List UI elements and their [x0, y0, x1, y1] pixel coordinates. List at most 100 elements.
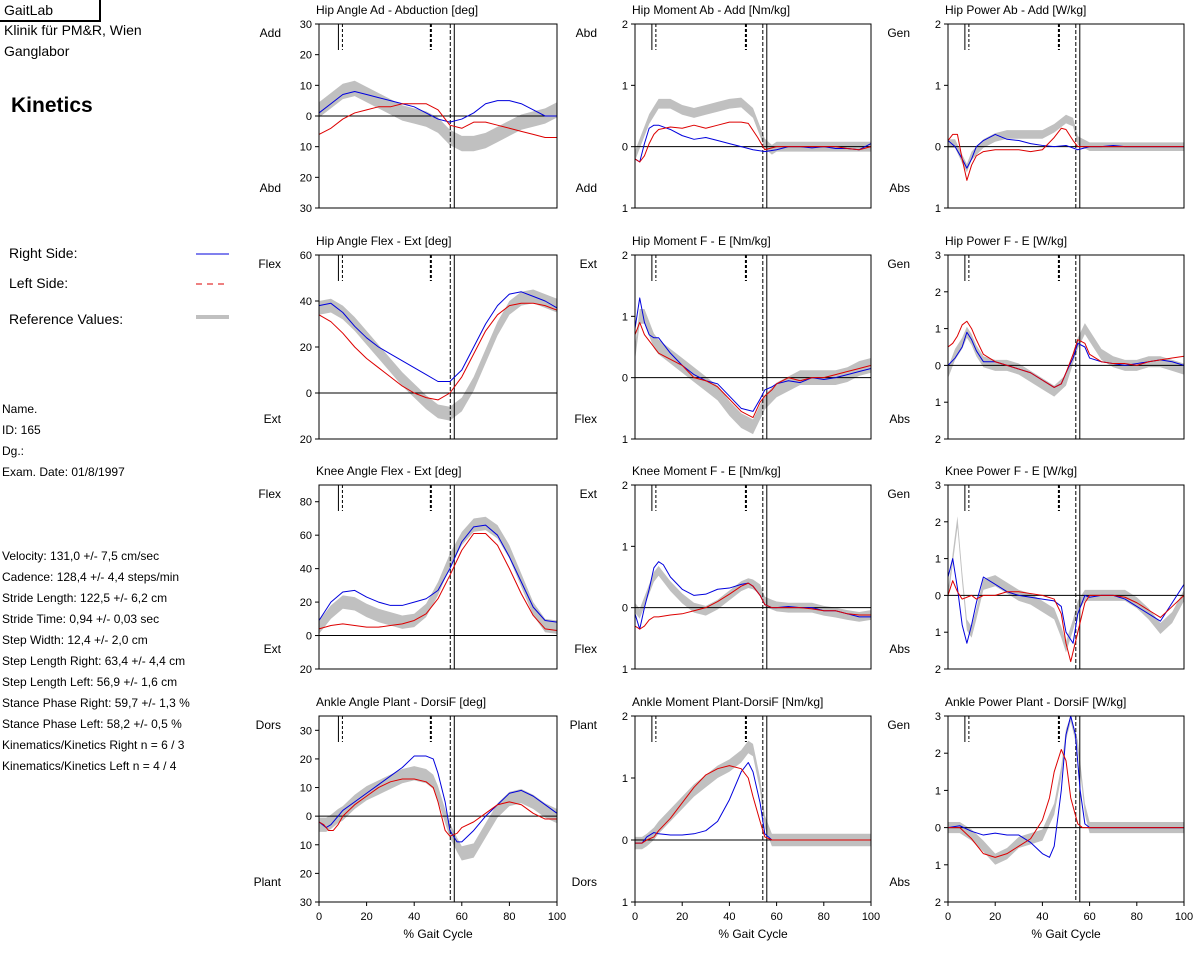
y-tick-label: 1 — [622, 80, 628, 92]
left-side-line — [634, 121, 872, 163]
chart-bottom-label: Plant — [254, 875, 282, 889]
chart-bottom-label: Flex — [574, 412, 597, 426]
y-tick-label: 2 — [622, 480, 628, 492]
y-tick-label: 30 — [300, 897, 312, 909]
x-tick-label: 60 — [456, 911, 468, 923]
chart-bottom-label: Abs — [889, 875, 910, 889]
y-tick-label: 3 — [935, 250, 941, 262]
y-tick-label: 1 — [935, 860, 941, 872]
lab-name-divider — [99, 0, 101, 22]
y-tick-label: 0 — [935, 590, 941, 602]
x-tick-label: 0 — [945, 911, 951, 923]
y-tick-label: 30 — [300, 725, 312, 737]
y-tick-label: 2 — [935, 434, 941, 446]
reference-band — [948, 323, 1184, 397]
left-side-line — [634, 582, 871, 630]
y-tick-label: 0 — [622, 373, 628, 385]
y-tick-label: 1 — [935, 627, 941, 639]
left-side-line — [948, 748, 1184, 858]
y-tick-label: 1 — [935, 785, 941, 797]
chart-11: Ankle Power Plant - DorsiF [W/kg] Gen Abs 3… — [887, 695, 1193, 941]
left-side-line — [634, 321, 872, 419]
plot-frame — [947, 23, 1185, 209]
left-side-line — [318, 778, 557, 837]
department-name: Ganglabor — [4, 43, 70, 59]
chart-bottom-label: Abs — [889, 642, 910, 656]
reference-band — [635, 97, 871, 161]
chart-7: Knee Moment F - E [Nm/kg] Ext Flex 2 1 0 1 — [574, 464, 872, 676]
y-tick-label: 60 — [300, 250, 312, 262]
x-axis-label: % Gait Cycle — [718, 927, 788, 941]
plot-frame — [318, 484, 558, 670]
chart-top-label: Dors — [256, 718, 281, 732]
lab-name-underline — [0, 20, 101, 22]
right-side-line — [318, 755, 558, 843]
left-side-line — [318, 533, 558, 632]
right-side-line — [635, 762, 871, 844]
y-tick-label: 3 — [935, 711, 941, 723]
x-tick-label: 60 — [1083, 911, 1095, 923]
chart-9: Ankle Angle Plant - DorsiF [deg] Dors Plan… — [254, 695, 567, 941]
report-title: Kinetics — [11, 94, 93, 117]
y-tick-label: 1 — [622, 773, 628, 785]
reference-band — [948, 114, 1184, 173]
chart-bottom-label: Flex — [574, 642, 597, 656]
plot-frame — [947, 715, 1185, 903]
y-tick-label: 1 — [622, 203, 628, 215]
chart-top-label: Gen — [887, 718, 910, 732]
chart-4: Hip Moment F - E [Nm/kg] Ext Flex 2 1 0 1 — [574, 234, 872, 446]
reference-band — [319, 766, 557, 861]
x-tick-label: 40 — [723, 911, 735, 923]
y-tick-label: 20 — [300, 664, 312, 676]
chart-title: Knee Moment F - E [Nm/kg] — [632, 464, 781, 478]
stat-stance-left: Stance Phase Left: 58,2 +/- 0,5 % — [2, 717, 182, 731]
y-tick-label: 1 — [622, 541, 628, 553]
chart-0: Hip Angle Ad - Abduction [deg] Add Abd 30 20… — [260, 3, 558, 215]
chart-5: Hip Power F - E [W/kg] Gen Abs 3 2 1 0 1 2 — [887, 234, 1185, 446]
plot-frame — [318, 715, 558, 903]
chart-3: Hip Angle Flex - Ext [deg] Flex Ext 60 40 20 0… — [258, 234, 558, 446]
x-tick-label: 100 — [548, 911, 566, 923]
chart-1: Hip Moment Ab - Add [Nm/kg] Abd Add 2 1 0 1 — [576, 3, 872, 215]
chart-top-label: Gen — [887, 26, 910, 40]
y-tick-label: 30 — [300, 19, 312, 31]
reference-band — [319, 289, 557, 421]
y-tick-label: 20 — [300, 868, 312, 880]
chart-title: Ankle Moment Plant-DorsiF [Nm/kg] — [632, 695, 823, 709]
lab-name: GaitLab — [4, 2, 54, 18]
y-tick-label: 20 — [300, 50, 312, 62]
y-tick-label: 2 — [622, 19, 628, 31]
plot-frame — [947, 254, 1185, 440]
chart-bottom-label: Abs — [889, 412, 910, 426]
y-tick-label: 1 — [935, 324, 941, 336]
y-tick-label: 1 — [935, 203, 941, 215]
y-tick-label: 1 — [622, 311, 628, 323]
stat-step-width: Step Width: 12,4 +/- 2,0 cm — [2, 633, 148, 647]
reference-band — [635, 740, 871, 850]
stat-cadence: Cadence: 128,4 +/- 4,4 steps/min — [2, 570, 180, 584]
y-tick-label: 1 — [935, 554, 941, 566]
chart-bottom-label: Dors — [572, 875, 597, 889]
legend-right-label: Right Side: — [9, 245, 78, 261]
chart-title: Hip Power Ab - Add [W/kg] — [945, 3, 1086, 17]
y-tick-label: 2 — [622, 711, 628, 723]
plot-frame — [634, 715, 872, 903]
plot-frame — [634, 23, 872, 209]
chart-top-label: Flex — [258, 487, 281, 501]
y-tick-label: 0 — [935, 360, 941, 372]
legend-right-swatch — [196, 253, 229, 255]
left-side-line — [947, 127, 1184, 181]
clinic-name: Klinik für PM&R, Wien — [4, 22, 142, 38]
plot-frame — [947, 484, 1185, 670]
chart-bottom-label: Abs — [889, 181, 910, 195]
chart-title: Hip Angle Flex - Ext [deg] — [316, 234, 451, 248]
left-side-line — [318, 302, 558, 401]
chart-top-label: Add — [260, 26, 281, 40]
chart-bottom-label: Add — [576, 181, 597, 195]
left-side-line — [947, 320, 1185, 388]
patient-id: ID: 165 — [2, 423, 41, 437]
right-side-line — [318, 291, 558, 382]
stat-stride-time: Stride Time: 0,94 +/- 0,03 sec — [2, 612, 160, 626]
right-side-line — [318, 90, 557, 123]
